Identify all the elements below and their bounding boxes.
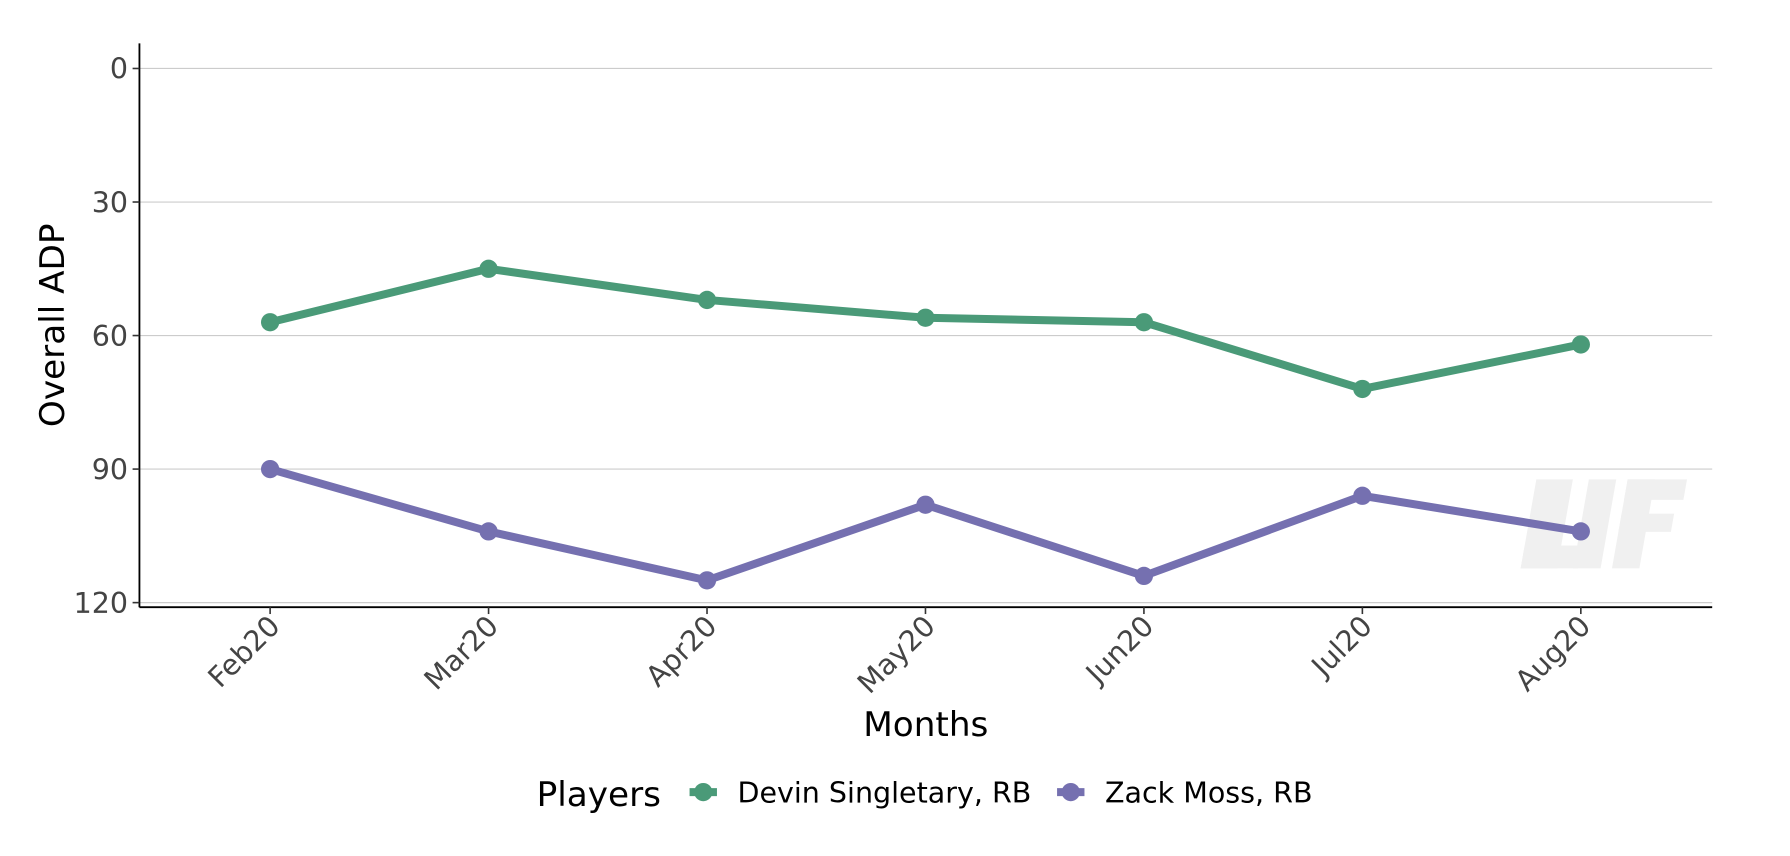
x-tick-label: Jul20 (1304, 609, 1379, 684)
data-point (260, 313, 280, 332)
legend: Players Devin Singletary, RB Zack Moss, R… (537, 775, 1313, 815)
legend-item: Devin Singletary, RB (689, 776, 1031, 809)
data-point (1353, 379, 1372, 399)
series-1 (260, 459, 1590, 590)
data-point (479, 522, 498, 541)
x-axis-label: Months (863, 705, 988, 745)
y-tick-label: 90 (92, 453, 128, 486)
y-tick-label: 30 (92, 186, 128, 219)
y-tick-label: 0 (110, 53, 128, 86)
series-line (269, 465, 1582, 585)
data-point (697, 290, 717, 310)
data-point (916, 495, 935, 514)
series-0 (260, 259, 1590, 399)
legend-label: Devin Singletary, RB (737, 776, 1031, 809)
legend-label: Zack Moss, RB (1105, 776, 1313, 809)
data-point (260, 459, 280, 479)
series-line (269, 264, 1582, 393)
legend-title: Players (537, 775, 661, 815)
data-point (1571, 522, 1590, 541)
legend-swatch-point (1061, 782, 1080, 802)
y-tick-label: 60 (92, 320, 128, 353)
data-point (479, 259, 498, 278)
x-tick-label: Jun20 (1078, 609, 1160, 691)
x-tick-label: Apr20 (640, 609, 724, 693)
gridlines (139, 67, 1713, 604)
data-point (1134, 566, 1154, 586)
legend-swatch-point (694, 782, 713, 802)
data-point (916, 308, 935, 327)
data-point (1353, 486, 1372, 505)
x-tick-label: Aug20 (1509, 609, 1597, 697)
x-tick-label: Mar20 (418, 609, 505, 696)
x-tick-label: Feb20 (202, 609, 287, 694)
data-point (1134, 313, 1154, 332)
data-point (1571, 335, 1590, 354)
legend-item: Zack Moss, RB (1057, 776, 1313, 809)
y-tick-label: 120 (74, 587, 128, 620)
y-axis-label: Overall ADP (33, 223, 73, 427)
data-point (697, 571, 717, 590)
x-tick-label: May20 (851, 609, 942, 700)
